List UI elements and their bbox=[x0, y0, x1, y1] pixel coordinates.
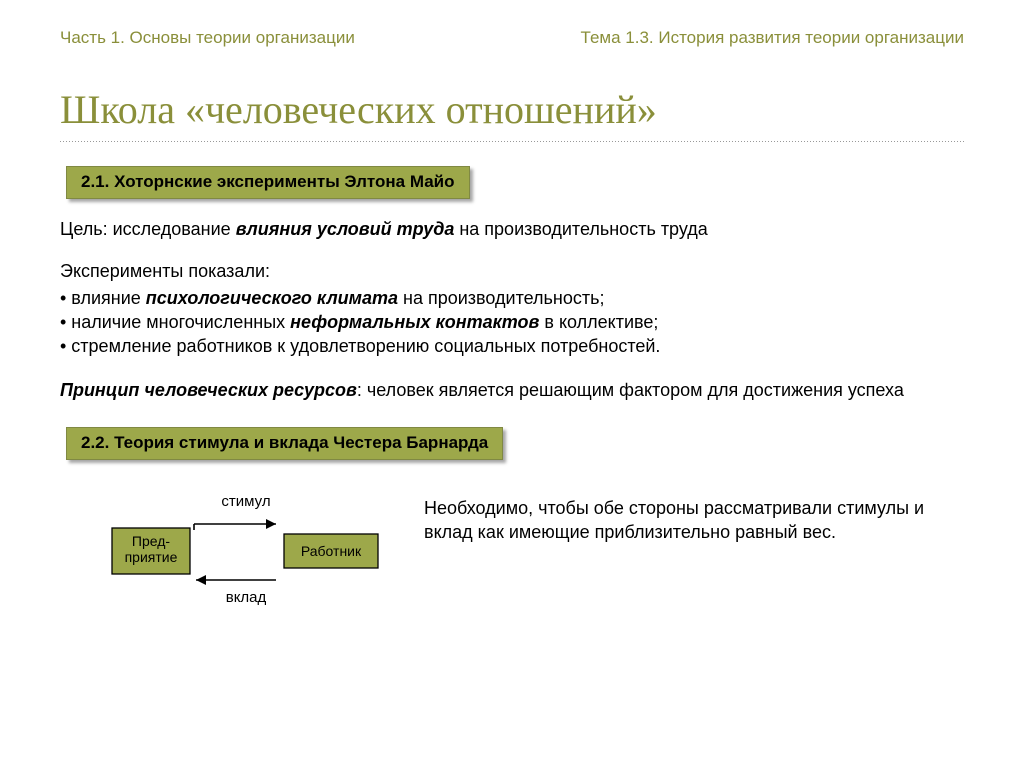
svg-text:приятие: приятие bbox=[125, 549, 178, 565]
section-2-1-label: 2.1. Хоторнские эксперименты Элтона Майо bbox=[66, 166, 470, 199]
bullets: • влияние психологического климата на пр… bbox=[60, 286, 964, 359]
svg-text:Пред-: Пред- bbox=[132, 533, 170, 549]
bullet-2: • наличие многочисленных неформальных ко… bbox=[60, 310, 964, 334]
goal-bold: влияния условий труда bbox=[236, 219, 455, 239]
stimulus-diagram: стимул Пред- приятие Работник вклад bbox=[106, 490, 386, 610]
svg-text:стимул: стимул bbox=[221, 493, 270, 510]
svg-text:Работник: Работник bbox=[301, 543, 362, 559]
header-row: Часть 1. Основы теории организации Тема … bbox=[60, 28, 964, 48]
header-right: Тема 1.3. История развития теории органи… bbox=[581, 28, 964, 48]
principle-rest: : человек является решающим фактором для… bbox=[357, 380, 904, 400]
diagram-row: стимул Пред- приятие Работник вклад Необ… bbox=[60, 490, 964, 610]
goal-suffix: на производительность труда bbox=[454, 219, 707, 239]
bullet-1: • влияние психологического климата на пр… bbox=[60, 286, 964, 310]
goal-prefix: Цель: исследование bbox=[60, 219, 236, 239]
principle: Принцип человеческих ресурсов: человек я… bbox=[60, 378, 964, 402]
bullet-3: • стремление работников к удовлетворению… bbox=[60, 334, 964, 358]
diagram-side-text: Необходимо, чтобы обе стороны рассматрив… bbox=[424, 490, 964, 545]
slide-title: Школа «человеческих отношений» bbox=[60, 86, 964, 133]
section-2-2-label: 2.2. Теория стимула и вклада Честера Бар… bbox=[66, 427, 503, 460]
goal-line: Цель: исследование влияния условий труда… bbox=[60, 217, 964, 241]
title-rule bbox=[60, 141, 964, 142]
svg-text:вклад: вклад bbox=[226, 589, 267, 606]
principle-bold: Принцип человеческих ресурсов bbox=[60, 380, 357, 400]
header-left: Часть 1. Основы теории организации bbox=[60, 28, 355, 48]
experiments-intro: Эксперименты показали: bbox=[60, 259, 964, 283]
